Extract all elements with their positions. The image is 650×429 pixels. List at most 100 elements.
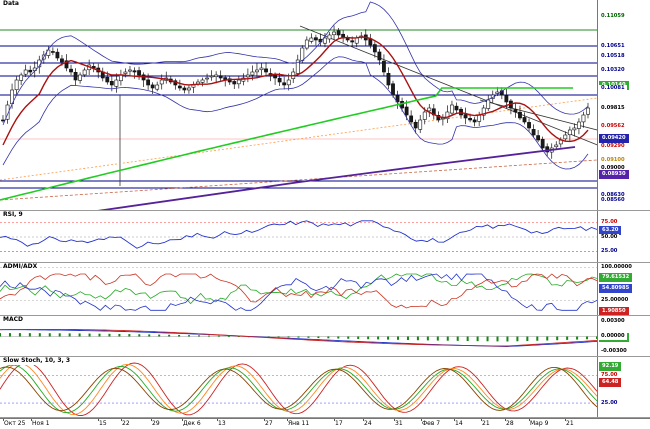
moving-average-short xyxy=(2,36,589,146)
candle-body xyxy=(409,115,414,123)
date-tick xyxy=(151,419,152,421)
bollinger-lower-band xyxy=(2,56,589,170)
macd-histogram-bar xyxy=(476,336,479,342)
price-axis-tag: 0.10081 xyxy=(599,84,627,92)
candle-body xyxy=(245,74,250,78)
candle-body xyxy=(119,74,123,82)
date-label: 24 xyxy=(364,420,372,427)
candle-body xyxy=(255,69,259,73)
price-axis[interactable]: 0.110590.106510.105180.103200.101400.100… xyxy=(597,0,650,210)
price-plot[interactable] xyxy=(0,0,597,211)
adx-axis-tag: 100.00000 xyxy=(599,263,634,271)
macd-signal-line xyxy=(0,328,597,347)
adx-axis[interactable]: 100.00000 79.61532 54.80985 25.00000 1.90850 xyxy=(597,263,650,315)
price-axis-tag: 0.10651 xyxy=(599,42,627,50)
date-tick xyxy=(31,419,32,421)
macd-histogram-bar xyxy=(416,336,419,341)
date-label: Ноя 1 xyxy=(32,420,50,427)
candle-body xyxy=(159,79,164,85)
date-label: 14 xyxy=(455,420,463,427)
macd-histogram-bar xyxy=(38,333,41,337)
candle-body xyxy=(472,119,477,123)
stoch-plot[interactable] xyxy=(0,357,597,418)
price-axis-tag: 0.09000 xyxy=(599,164,627,172)
date-tick xyxy=(363,419,364,421)
macd-histogram-bar xyxy=(426,336,429,341)
candle-body xyxy=(354,37,359,44)
macd-histogram-bar xyxy=(148,334,151,337)
macd-axis-tag: -0.00300 xyxy=(599,347,629,355)
rsi-axis-tag: 75.00 xyxy=(599,219,620,227)
price-axis-tag: 0.09290 xyxy=(599,143,627,151)
macd-histogram-bar xyxy=(347,336,350,339)
macd-histogram-bar xyxy=(178,334,181,337)
macd-axis-tag: 0.00000 xyxy=(599,333,627,340)
candle-body xyxy=(23,69,28,75)
candle-body xyxy=(377,51,382,61)
candle-body xyxy=(1,119,5,122)
adx-pane[interactable]: ADMI/ADX 100.00000 79.61532 54.80985 25.000… xyxy=(0,263,650,316)
candle-body xyxy=(182,87,187,91)
trendline xyxy=(479,99,597,131)
macd-histogram-bar xyxy=(486,336,489,342)
macd-plot[interactable] xyxy=(0,316,597,357)
price-axis-tag: 0.08930 xyxy=(599,169,629,179)
candle-body xyxy=(273,74,277,79)
adx-axis-tag: 79.61532 xyxy=(599,272,633,282)
rsi-pane[interactable]: RSI, 9 75.00 63.20 50.00 25.00 xyxy=(0,211,650,263)
rsi-axis-tag: 25.00 xyxy=(599,247,620,255)
date-label: Янв 11 xyxy=(288,420,310,427)
rsi-plot[interactable] xyxy=(0,211,597,263)
adx-axis-tag: 25.00000 xyxy=(599,297,631,305)
candle-body xyxy=(350,40,355,43)
date-tick xyxy=(334,419,335,421)
macd-histogram-bar xyxy=(496,336,499,342)
candle-body xyxy=(150,84,155,89)
macd-histogram-bar xyxy=(108,333,111,337)
date-label: Мар 9 xyxy=(530,420,549,427)
macd-histogram-bar xyxy=(88,333,91,337)
candle-body xyxy=(64,60,69,69)
stoch-pane[interactable]: Slow Stoch, 10, 3, 3 92.19 75.00 64.48 25.0… xyxy=(0,357,650,418)
candle-body xyxy=(177,85,182,89)
date-label: 17 xyxy=(335,420,343,427)
candle-body xyxy=(391,83,395,96)
price-pane[interactable]: Data 0.110590.106510.105180.103200.10140… xyxy=(0,0,650,211)
price-axis-tag: 0.08630 xyxy=(599,192,627,199)
candle-body xyxy=(28,69,33,73)
candle-body xyxy=(581,114,586,123)
macd-histogram-bar xyxy=(377,336,380,340)
candle-body xyxy=(132,70,137,73)
price-axis-tag: 0.11059 xyxy=(599,12,627,20)
macd-histogram-bar xyxy=(277,336,280,338)
candle-body xyxy=(114,79,119,87)
rsi-axis[interactable]: 75.00 63.20 50.00 25.00 xyxy=(597,211,650,262)
candle-body xyxy=(454,105,459,111)
moving-average-long xyxy=(0,87,574,201)
candle-body xyxy=(572,127,577,131)
macd-histogram-bar xyxy=(287,336,290,338)
candle-body xyxy=(73,72,78,81)
candle-body xyxy=(382,60,386,73)
candle-body xyxy=(567,129,572,136)
macd-histogram-bar xyxy=(536,336,539,341)
macd-histogram-bar xyxy=(397,336,399,340)
candle-body xyxy=(531,129,536,136)
candle-body xyxy=(481,107,486,116)
stoch-axis[interactable]: 92.19 75.00 64.48 25.00 xyxy=(597,357,650,417)
macd-histogram-bar xyxy=(387,336,390,340)
macd-histogram-bar xyxy=(28,333,31,337)
candle-body xyxy=(146,79,151,86)
adx-plot[interactable] xyxy=(0,263,597,316)
macd-histogram-bar xyxy=(98,333,101,337)
macd-histogram-bar xyxy=(436,336,439,341)
macd-histogram-bar xyxy=(198,335,200,337)
date-tick xyxy=(481,419,482,421)
candle-body xyxy=(282,82,287,86)
candle-body xyxy=(264,68,268,73)
candle-body xyxy=(128,69,132,72)
date-label: 28 xyxy=(506,420,514,427)
macd-histogram-bar xyxy=(586,336,589,340)
